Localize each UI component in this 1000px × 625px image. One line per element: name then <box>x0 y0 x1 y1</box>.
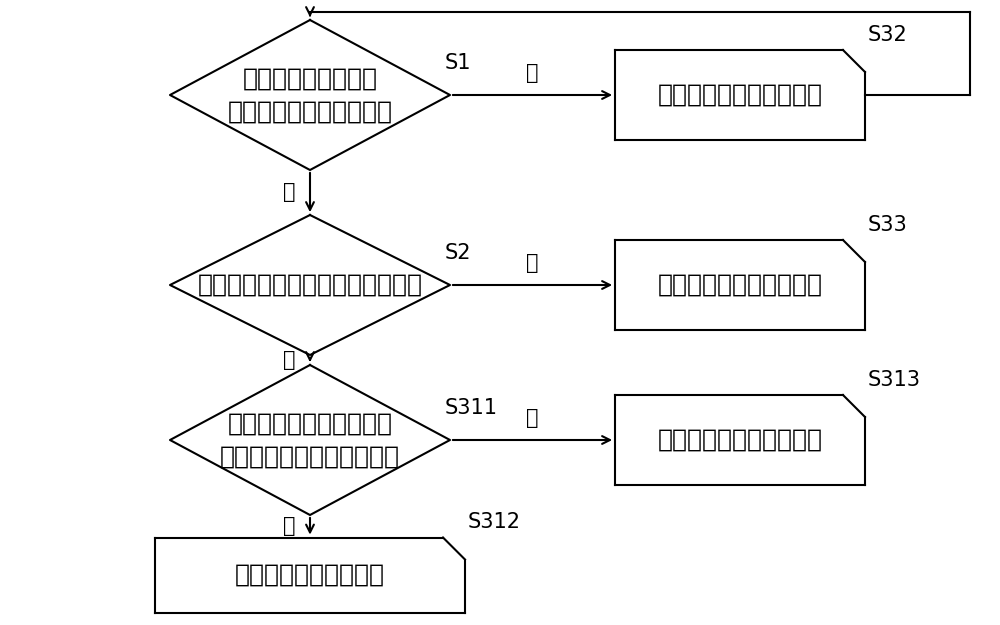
Text: S32: S32 <box>868 25 908 45</box>
Text: S313: S313 <box>868 370 921 390</box>
Text: S2: S2 <box>445 243 472 263</box>
Text: 检测预设范围内是否有待处理衣物: 检测预设范围内是否有待处理衣物 <box>198 273 422 297</box>
Text: 否: 否 <box>526 408 539 428</box>
Text: 否: 否 <box>526 63 539 83</box>
Text: 否: 否 <box>526 253 539 273</box>
Text: S312: S312 <box>468 512 521 532</box>
Text: 使洗衣机不执行开门操作: 使洗衣机不执行开门操作 <box>658 428 822 452</box>
Text: 判断待处理衣物的数量是
否大于或等于预设数量阈值: 判断待处理衣物的数量是 否大于或等于预设数量阈值 <box>220 411 400 469</box>
Text: 使洗衣机不执行开门操作: 使洗衣机不执行开门操作 <box>658 273 822 297</box>
Text: 检测是否有用户进入
洗衣机附近的预设范围内: 检测是否有用户进入 洗衣机附近的预设范围内 <box>228 66 392 124</box>
Text: 使洗衣机执行开门操作: 使洗衣机执行开门操作 <box>235 563 385 587</box>
Text: S311: S311 <box>445 398 498 418</box>
Text: 是: 是 <box>283 350 295 370</box>
Text: 是: 是 <box>283 182 295 203</box>
Text: S1: S1 <box>445 53 472 73</box>
Text: S33: S33 <box>868 215 908 235</box>
Text: 使洗衣机不执行开门操作: 使洗衣机不执行开门操作 <box>658 83 822 107</box>
Text: 是: 是 <box>283 516 295 536</box>
